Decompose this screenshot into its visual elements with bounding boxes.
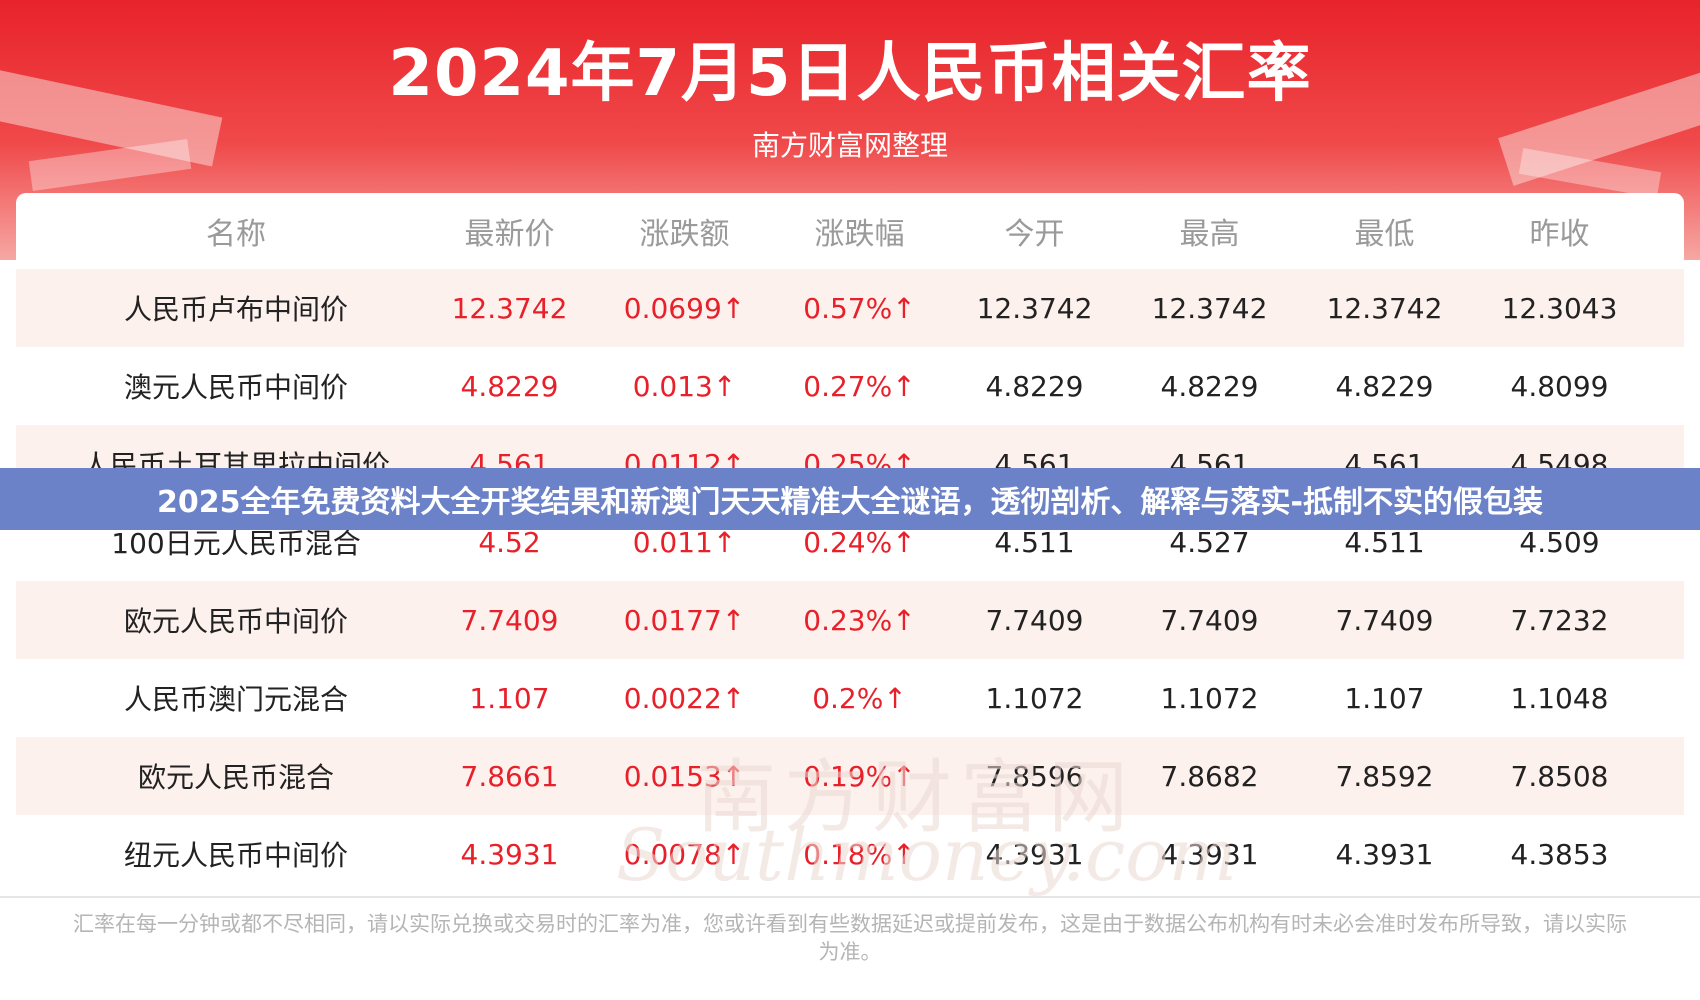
cell-latest: 4.52	[478, 525, 541, 559]
page-title: 2024年7月5日人民币相关汇率	[388, 37, 1312, 111]
cell-name: 欧元人民币中间价	[123, 605, 348, 638]
cell-change: 0.013↑	[632, 369, 737, 403]
col-header-high: 最高	[1179, 217, 1240, 252]
cell-name: 欧元人民币混合	[137, 761, 334, 794]
divider	[0, 896, 1700, 898]
footnote: 汇率在每一分钟或都不尽相同，请以实际兑换或交易时的汇率为准，您或许看到有些数据延…	[73, 912, 1627, 964]
cell-latest: 4.3931	[460, 837, 559, 871]
cell-name: 人民币卢布中间价	[123, 293, 348, 326]
cell-open: 4.511	[994, 525, 1075, 559]
table-row: 人民币卢布中间价 12.3742 0.0699↑ 0.57%↑ 12.3742 12.37…	[16, 269, 1684, 347]
cell-open: 7.7409	[985, 603, 1084, 637]
cell-open: 7.8596	[985, 759, 1084, 793]
cell-high: 7.7409	[1160, 603, 1259, 637]
cell-prev-close: 4.8099	[1510, 369, 1609, 403]
cell-latest: 7.7409	[460, 603, 559, 637]
table-row: 人民币澳门元混合 1.107 0.0022↑ 0.2%↑ 1.1072 1.1072 1.1…	[16, 659, 1684, 737]
page-subtitle: 南方财富网整理	[751, 129, 948, 162]
col-header-latest: 最新价	[464, 217, 555, 252]
cell-low: 4.8229	[1335, 369, 1434, 403]
cell-low: 12.3742	[1326, 291, 1443, 325]
cell-change-pct: 0.24%↑	[803, 525, 916, 559]
cell-high: 1.1072	[1160, 681, 1259, 715]
cell-name: 100日元人民币混合	[111, 527, 361, 560]
cell-high: 4.3931	[1160, 837, 1259, 871]
cell-latest: 1.107	[469, 681, 550, 715]
col-header-open: 今开	[1004, 217, 1065, 252]
cell-high: 12.3742	[1151, 291, 1268, 325]
cell-change-pct: 0.27%↑	[803, 369, 916, 403]
cell-change: 0.0699↑	[623, 291, 746, 325]
col-header-low: 最低	[1354, 217, 1415, 252]
cell-latest: 12.3742	[451, 291, 568, 325]
cell-change-pct: 0.57%↑	[803, 291, 916, 325]
cell-prev-close: 4.3853	[1510, 837, 1609, 871]
cell-change-pct: 0.2%↑	[812, 681, 907, 715]
cell-name: 人民币澳门元混合	[123, 683, 348, 716]
rates-table: 名称 最新价 涨跌额 涨跌幅 今开 最高 最低 昨收 人民币卢布中间价 12.37…	[16, 193, 1684, 898]
cell-high: 7.8682	[1160, 759, 1259, 793]
cell-change-pct: 0.19%↑	[803, 759, 916, 793]
cell-change: 0.011↑	[632, 525, 737, 559]
cell-open: 4.8229	[985, 369, 1084, 403]
cell-open: 4.3931	[985, 837, 1084, 871]
cell-change: 0.0177↑	[623, 603, 746, 637]
table-row: 欧元人民币中间价 7.7409 0.0177↑ 0.23%↑ 7.7409 7.7409 7…	[16, 581, 1684, 659]
col-header-prev-close: 昨收	[1529, 217, 1590, 252]
cell-latest: 4.8229	[460, 369, 559, 403]
col-header-change: 涨跌额	[639, 217, 730, 252]
col-header-change-pct: 涨跌幅	[814, 217, 905, 252]
cell-prev-close: 1.1048	[1510, 681, 1609, 715]
table-row: 澳元人民币中间价 4.8229 0.013↑ 0.27%↑ 4.8229 4.8229 4.…	[16, 347, 1684, 425]
cell-name: 澳元人民币中间价	[123, 371, 348, 404]
cell-low: 7.8592	[1335, 759, 1434, 793]
cell-change: 0.0078↑	[623, 837, 746, 871]
cell-change-pct: 0.23%↑	[803, 603, 916, 637]
cell-low: 4.3931	[1335, 837, 1434, 871]
cell-prev-close: 12.3043	[1501, 291, 1618, 325]
cell-prev-close: 4.509	[1519, 525, 1600, 559]
table-row: 纽元人民币中间价 4.3931 0.0078↑ 0.18%↑ 4.3931 4.3931 4…	[16, 815, 1684, 893]
cell-latest: 7.8661	[460, 759, 559, 793]
cell-change-pct: 0.18%↑	[803, 837, 916, 871]
table-row: 100日元人民币混合 4.52 0.011↑ 0.24%↑ 4.511 4.527 4.51…	[16, 503, 1684, 581]
col-header-name: 名称	[206, 217, 266, 252]
overlay-banner[interactable]: 2025全年免费资料大全开奖结果和新澳门天天精准大全谜语，透彻剖析、解释与落实-…	[0, 468, 1700, 530]
cell-low: 4.511	[1344, 525, 1425, 559]
cell-high: 4.527	[1169, 525, 1250, 559]
cell-change: 0.0153↑	[623, 759, 746, 793]
cell-prev-close: 7.7232	[1510, 603, 1609, 637]
table-row: 欧元人民币混合 7.8661 0.0153↑ 0.19%↑ 7.8596 7.8682 7.…	[16, 737, 1684, 815]
cell-change: 0.0022↑	[623, 681, 746, 715]
cell-open: 12.3742	[976, 291, 1093, 325]
cell-low: 7.7409	[1335, 603, 1434, 637]
cell-prev-close: 7.8508	[1510, 759, 1609, 793]
cell-open: 1.1072	[985, 681, 1084, 715]
cell-low: 1.107	[1344, 681, 1425, 715]
cell-high: 4.8229	[1160, 369, 1259, 403]
cell-name: 纽元人民币中间价	[123, 839, 348, 872]
table-header: 名称 最新价 涨跌额 涨跌幅 今开 最高 最低 昨收	[16, 193, 1684, 269]
